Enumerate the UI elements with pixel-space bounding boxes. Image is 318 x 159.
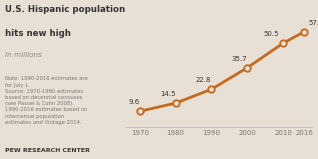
Text: U.S. Hispanic population: U.S. Hispanic population: [5, 5, 125, 14]
Point: [137, 110, 142, 113]
Point: [280, 42, 286, 45]
Text: 9.6: 9.6: [129, 99, 140, 105]
Point: [302, 30, 307, 33]
Text: 35.7: 35.7: [232, 56, 247, 62]
Text: Note: 1990-2016 estimates are
for July 1.
Source: 1970-1980 estimates
based on d: Note: 1990-2016 estimates are for July 1…: [5, 76, 87, 125]
Text: 14.5: 14.5: [160, 91, 176, 97]
Point: [173, 102, 178, 104]
Text: hits new high: hits new high: [5, 29, 71, 38]
Point: [209, 88, 214, 90]
Text: In millions: In millions: [5, 52, 42, 59]
Text: 50.5: 50.5: [264, 31, 280, 37]
Text: 22.8: 22.8: [196, 77, 211, 83]
Point: [245, 67, 250, 69]
Text: 57.5: 57.5: [308, 20, 318, 26]
Text: PEW RESEARCH CENTER: PEW RESEARCH CENTER: [5, 148, 90, 153]
